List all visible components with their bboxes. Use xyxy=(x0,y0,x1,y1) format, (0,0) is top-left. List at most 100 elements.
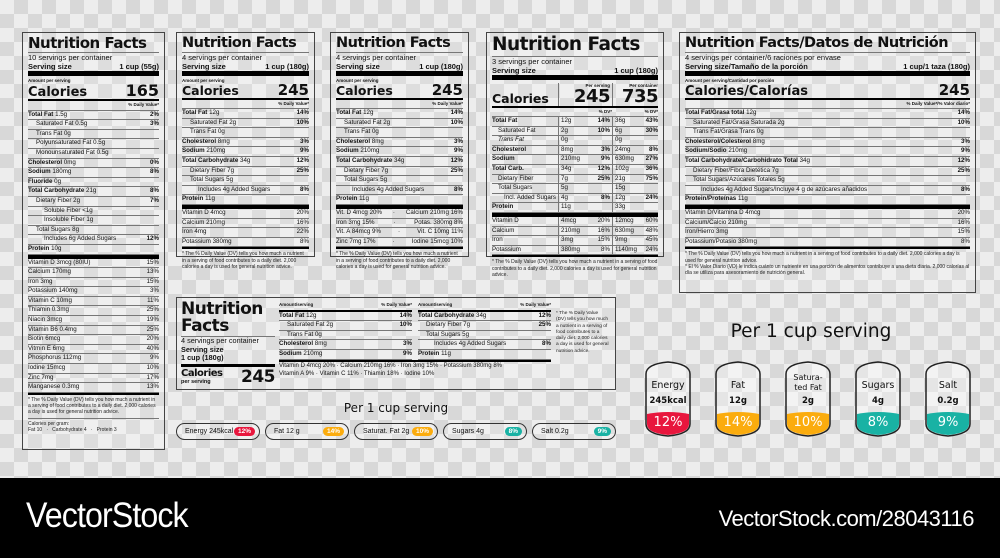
container-dv: 30% xyxy=(645,126,658,134)
nutrient-name: Includes 4g Added Sugars xyxy=(352,186,424,195)
nutrient-amount: 2g xyxy=(383,118,391,126)
vitamin-dv: 8% xyxy=(961,237,970,245)
container-cell: 6g 30% xyxy=(612,126,658,136)
separator: · xyxy=(392,209,395,217)
badge-value: 245kcal xyxy=(649,396,687,406)
nutrient-amount: 5g xyxy=(777,176,785,184)
nutrient-label: Cholesterol xyxy=(279,340,314,348)
label-title: Nutrition Facts xyxy=(492,34,640,55)
servings-per-container: 4 servings per container/6 raciones por … xyxy=(685,52,841,62)
vitamin-row: Phosphorus 112mg 9% xyxy=(28,354,159,365)
container-amount: 630mg xyxy=(615,226,634,234)
badge-name: Sugars xyxy=(861,380,895,391)
calories-row: Calories/Calorías 245 xyxy=(685,82,970,100)
nutrient-row: Sodium 180mg 8% xyxy=(28,168,159,178)
serving-cell: 11g xyxy=(558,203,612,213)
nutrient-name: Includes 4g Added Sugars xyxy=(198,186,270,195)
serving-cell: 380mg 8% xyxy=(558,245,612,255)
nutrient-dv: 12% xyxy=(538,311,551,319)
label-title-line1: Nutrition xyxy=(181,299,263,319)
nutrient-row: Protein 11g xyxy=(418,350,551,360)
calories-row: Calories 245 xyxy=(182,82,309,100)
nutrient-label: Dietary Fiber/Fibra Dietética xyxy=(693,166,771,174)
serving-amount: 12g xyxy=(561,117,572,125)
nutrient-name: Protein 11g xyxy=(418,350,451,359)
vitamin-name: Iron 3mg xyxy=(28,277,53,285)
container-amount: 0g xyxy=(615,136,622,144)
nutrient-label: Total Fat xyxy=(492,117,518,125)
badge-value: 4g xyxy=(872,396,884,406)
footnote: * The % Daily Value (DV) tells you how m… xyxy=(556,311,609,354)
vitamin-dv: 20% xyxy=(146,335,159,343)
nutrient-amount: 34g xyxy=(240,157,251,165)
vitamin-list: Vitamin D/Vitamina D 4mcg 20% Calcium/Calc… xyxy=(685,209,970,248)
vitamin-row: Potassium 140mg 3% xyxy=(28,287,159,297)
servings-per-container: 4 servings per container xyxy=(181,336,259,345)
nutrient-amount: 2g xyxy=(229,118,237,126)
serving-amount: 8mg xyxy=(561,145,574,153)
brand-logo: VectorStock xyxy=(26,496,189,535)
vitamin-right: Potas. 380mg 8% xyxy=(414,218,463,226)
nutrient-dv: 8% xyxy=(300,185,309,193)
vitamin-name: Phosphorus 112mg xyxy=(28,354,82,362)
nutrient-row: Saturated Fat 2g 10% 6g 30% xyxy=(492,126,658,137)
nutrient-row: Total Carb. 34g 12% 102g 36% xyxy=(492,165,658,175)
container-amount: 6g xyxy=(615,126,622,134)
nutrient-dv: 3% xyxy=(961,137,970,145)
nutrient-amount: 5g xyxy=(462,330,470,338)
amount-per-serving: Amount per serving xyxy=(336,77,379,83)
nutrient-name: Total Carb. xyxy=(492,165,558,174)
nutrient-label: Total Fat xyxy=(279,311,305,319)
pill-salt: Salt 0.2g 9% xyxy=(532,423,616,440)
serving-amount: 11g xyxy=(561,203,571,211)
nutrient-table: Total Fat 12g 14% 36g 43% Saturated Fat 2g 10% 6… xyxy=(492,117,658,214)
nutrient-label: Protein xyxy=(182,195,204,203)
nutrient-dv: 14% xyxy=(450,109,463,117)
nutrient-label: Dietary Fiber xyxy=(426,321,462,329)
nutrient-row: Total Sugars 8g xyxy=(28,226,159,236)
dv-header-serving: % DV* xyxy=(598,108,612,114)
separator: · xyxy=(398,228,401,236)
nutrient-label: Sodium xyxy=(28,168,51,176)
vitamin-row: Vit. D 4mcg 20% · Calcium 210mg 16% xyxy=(336,209,463,219)
nutrient-label: Vitamin D xyxy=(492,217,519,225)
nutrient-row: Trans Fat 0g 0g xyxy=(492,136,658,146)
vitamin-name: Iron 4mg xyxy=(182,228,207,236)
nutrition-label-3: Nutrition Facts 4 servings per container… xyxy=(330,32,469,270)
container-amount: 1140mg xyxy=(615,245,637,253)
label-title: Nutrition Facts/Datos de Nutrición xyxy=(685,35,949,51)
serving-dv: 8% xyxy=(601,245,610,253)
nutrient-label: Protein xyxy=(418,349,440,357)
container-dv: 45% xyxy=(645,236,658,244)
serving-size-label: Serving size/Tamaño de la porción xyxy=(685,61,808,71)
nutrient-label: Saturated Fat xyxy=(36,120,74,128)
nutrient-label: Calcium xyxy=(492,226,515,234)
nutrient-amount: 210mg xyxy=(206,147,226,155)
nutrient-name: Total Carbohydrate 34g xyxy=(336,157,404,166)
nutrient-name: Cholesterol 8mg xyxy=(336,138,384,147)
nutrient-row: Insoluble Fiber 1g xyxy=(28,216,159,226)
nutrient-row: Total Carbohydrate 21g 8% xyxy=(28,187,159,197)
nutrient-label: Dietary Fiber xyxy=(498,174,534,182)
nutrient-label: Cholesterol xyxy=(182,137,217,145)
container-cell: 9mg 45% xyxy=(612,236,658,245)
serving-cell: 210mg 9% xyxy=(558,155,612,165)
nutrient-label: Incl. Added Sugars xyxy=(504,193,556,201)
nutrient-row: Total Sugars 5g 15g xyxy=(492,184,658,194)
serving-amount: 2g xyxy=(561,126,568,134)
nutrient-dv: 12% xyxy=(146,235,159,243)
vitamin-dv: 8% xyxy=(300,237,309,245)
nutrient-label: Total Sugars xyxy=(498,184,533,192)
nutrient-amount: 0g xyxy=(63,129,71,137)
nutrient-name: Includes 6g Added Sugars xyxy=(44,235,116,244)
nutrient-amount: 5g xyxy=(226,176,234,184)
container-cell: 102g 36% xyxy=(612,165,658,174)
dv-header: % Daily Value*/% Valor diario* xyxy=(906,100,970,106)
serving-amount: 0g xyxy=(561,136,568,144)
nutrient-dv: 12% xyxy=(957,157,970,165)
footnote: * The % Daily Value (DV) tells you how m… xyxy=(492,259,658,278)
container-cell: 21g 75% xyxy=(612,174,658,184)
vitamin-row: Vitamin C 10mg 11% xyxy=(28,297,159,307)
vitamin-row: Iron 4mg 22% xyxy=(182,228,309,238)
badge-percent: 8% xyxy=(867,415,889,430)
